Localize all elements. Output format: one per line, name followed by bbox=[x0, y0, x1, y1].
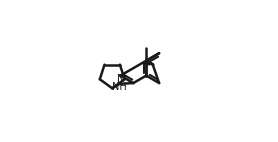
Text: NH: NH bbox=[111, 82, 126, 92]
Text: N: N bbox=[116, 74, 124, 84]
